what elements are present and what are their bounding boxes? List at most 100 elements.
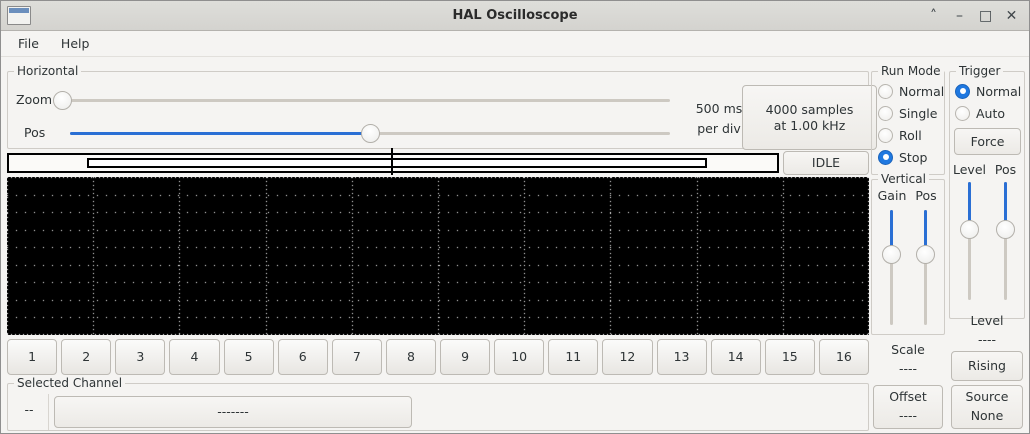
radio-icon-selected[interactable] bbox=[955, 83, 970, 99]
selected-channel-title: Selected Channel bbox=[14, 376, 126, 390]
channel-button[interactable]: 10 bbox=[494, 339, 545, 375]
window-controls: ˄ – □ ✕ bbox=[927, 9, 1029, 23]
run-mode-option-normal[interactable]: Normal bbox=[878, 80, 944, 102]
shade-icon[interactable]: ˄ bbox=[930, 7, 937, 24]
radio-icon[interactable] bbox=[878, 83, 893, 99]
run-mode-title: Run Mode bbox=[878, 64, 944, 78]
trigger-level-slider[interactable] bbox=[960, 182, 980, 300]
trigger-source-value: None bbox=[970, 408, 1004, 423]
run-mode-option-single[interactable]: Single bbox=[878, 102, 944, 124]
vertical-gain-label: Gain bbox=[877, 188, 907, 203]
trigger-pos-track bbox=[1004, 182, 1007, 300]
selected-channel-group: Selected Channel -- ------- bbox=[7, 376, 869, 431]
selected-channel-name-button[interactable]: ------- bbox=[54, 396, 412, 428]
channel-button[interactable]: 9 bbox=[440, 339, 491, 375]
channel-button[interactable]: 14 bbox=[710, 339, 761, 375]
run-mode-label: Single bbox=[899, 105, 938, 121]
radio-icon[interactable] bbox=[955, 105, 970, 121]
channel-button[interactable]: 16 bbox=[818, 339, 869, 375]
channel-button[interactable]: 12 bbox=[602, 339, 653, 375]
channel-button[interactable]: 4 bbox=[169, 339, 220, 375]
run-mode-option-roll[interactable]: Roll bbox=[878, 124, 944, 146]
trigger-group-title: Trigger bbox=[956, 64, 1004, 78]
run-mode-label: Stop bbox=[899, 149, 928, 165]
vertical-gain-fill bbox=[890, 210, 893, 254]
vertical-offset-label: Offset bbox=[889, 389, 927, 405]
status-badge: IDLE bbox=[783, 151, 869, 175]
timebase-readout: 500 ms per div bbox=[684, 99, 754, 139]
trigger-pos-slider[interactable] bbox=[996, 182, 1016, 300]
channel-button[interactable]: 8 bbox=[385, 339, 436, 375]
close-icon[interactable]: ✕ bbox=[1005, 7, 1018, 24]
status-text: IDLE bbox=[811, 155, 841, 171]
run-mode-label: Roll bbox=[899, 127, 922, 143]
samples-rate: at 1.00 kHz bbox=[773, 117, 846, 133]
hpos-slider-knob[interactable] bbox=[361, 124, 380, 143]
trigger-option-normal[interactable]: Normal bbox=[955, 80, 1021, 102]
vertical-offset-button[interactable]: Offset ---- bbox=[873, 385, 943, 429]
channel-button[interactable]: 15 bbox=[764, 339, 815, 375]
minimize-icon[interactable]: – bbox=[956, 7, 963, 24]
channel-button[interactable]: 1 bbox=[7, 339, 58, 375]
vertical-scale-value: ---- bbox=[898, 360, 918, 376]
channel-button[interactable]: 13 bbox=[656, 339, 707, 375]
zoom-label: Zoom bbox=[16, 92, 53, 107]
vertical-gain-track bbox=[890, 210, 893, 325]
trigger-level-fill bbox=[968, 182, 971, 230]
trigger-force-button[interactable]: Force bbox=[954, 128, 1021, 155]
trigger-label: Normal bbox=[976, 83, 1022, 99]
menu-item-help[interactable]: Help bbox=[60, 36, 90, 51]
zoom-slider[interactable] bbox=[53, 91, 670, 110]
trigger-level-slider-label: Level bbox=[953, 162, 986, 177]
timebase-value: 500 ms bbox=[695, 101, 743, 116]
run-mode-option-stop[interactable]: Stop bbox=[878, 146, 944, 168]
selected-channel-number: -- bbox=[24, 402, 34, 417]
trigger-level-readout-value: ---- bbox=[977, 331, 997, 347]
trigger-level-knob[interactable] bbox=[960, 220, 979, 240]
radio-icon-selected[interactable] bbox=[878, 149, 893, 165]
position-indicator-center-tick bbox=[391, 148, 393, 175]
window-icon bbox=[7, 6, 31, 25]
radio-icon[interactable] bbox=[878, 105, 893, 121]
trigger-option-auto[interactable]: Auto bbox=[955, 102, 1021, 124]
trigger-pos-slider-label: Pos bbox=[994, 162, 1017, 177]
scope-display[interactable] bbox=[7, 177, 869, 335]
scope-grid bbox=[7, 177, 869, 335]
zoom-slider-track bbox=[62, 99, 670, 102]
channel-button[interactable]: 6 bbox=[277, 339, 328, 375]
vertical-scale-label: Scale bbox=[891, 342, 925, 357]
channel-button-row: 1 2 3 4 5 6 7 8 9 10 11 12 13 14 15 16 bbox=[7, 339, 869, 375]
horizontal-position-indicator[interactable] bbox=[7, 148, 779, 175]
channel-button[interactable]: 7 bbox=[331, 339, 382, 375]
hpos-slider-fill bbox=[70, 132, 370, 135]
channel-button[interactable]: 11 bbox=[548, 339, 599, 375]
hpos-slider[interactable] bbox=[70, 124, 670, 143]
vertical-pos-label: Pos bbox=[915, 188, 937, 203]
vertical-gain-slider[interactable] bbox=[882, 210, 902, 325]
vertical-gain-knob[interactable] bbox=[882, 244, 901, 264]
menu-item-file[interactable]: File bbox=[18, 36, 39, 51]
vertical-scale-readout: Scale ---- bbox=[875, 341, 941, 379]
radio-icon[interactable] bbox=[878, 127, 893, 143]
hpos-label: Pos bbox=[24, 125, 46, 140]
vertical-group: Vertical Gain Pos bbox=[871, 172, 945, 335]
position-indicator-window[interactable] bbox=[87, 158, 707, 168]
vertical-pos-knob[interactable] bbox=[916, 244, 935, 264]
channel-button[interactable]: 3 bbox=[115, 339, 166, 375]
vertical-pos-slider[interactable] bbox=[916, 210, 936, 325]
trigger-label: Auto bbox=[976, 105, 1006, 121]
trigger-level-readout: Level ---- bbox=[951, 312, 1023, 350]
trigger-edge-button[interactable]: Rising bbox=[951, 351, 1023, 381]
trigger-source-button[interactable]: Source None bbox=[951, 385, 1023, 429]
samples-button[interactable]: 4000 samples at 1.00 kHz bbox=[742, 85, 877, 150]
trigger-pos-knob[interactable] bbox=[996, 220, 1015, 240]
trigger-group: Trigger Normal Auto Force Level Pos bbox=[949, 64, 1025, 319]
titlebar: HAL Oscilloscope ˄ – □ ✕ bbox=[1, 1, 1029, 31]
zoom-slider-knob[interactable] bbox=[53, 91, 72, 110]
maximize-icon[interactable]: □ bbox=[979, 7, 993, 24]
channel-button[interactable]: 2 bbox=[61, 339, 112, 375]
channel-button[interactable]: 5 bbox=[223, 339, 274, 375]
horizontal-group: Horizontal Zoom Pos 500 ms per div 4000 … bbox=[7, 64, 877, 150]
vertical-pos-track bbox=[924, 210, 927, 325]
timebase-unit: per div bbox=[697, 121, 741, 136]
